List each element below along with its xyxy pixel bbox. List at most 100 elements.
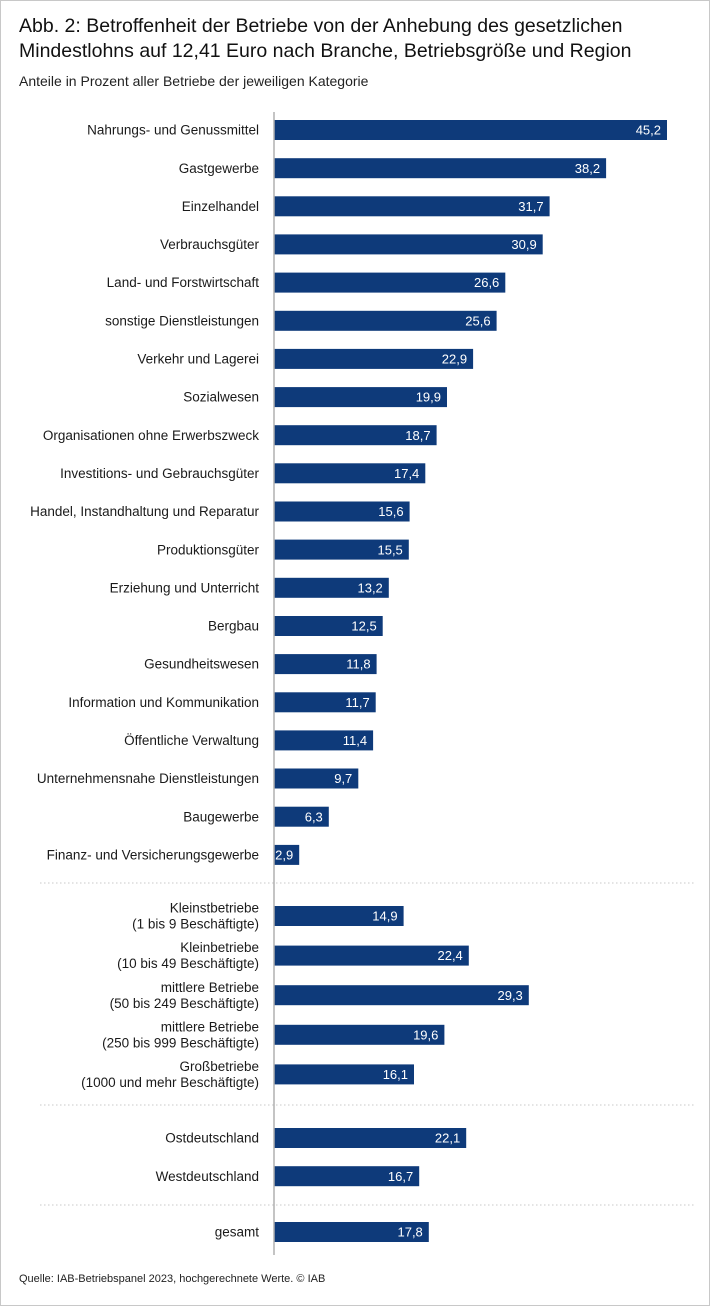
category-label-line: Unternehmensnahe Dienstleistungen bbox=[37, 771, 259, 786]
value-label-row-23: 29,3 bbox=[497, 988, 522, 1003]
category-label-row-8: Sozialwesen bbox=[183, 390, 259, 405]
category-label-row-9: Organisationen ohne Erwerbszweck bbox=[43, 428, 259, 443]
bar-row-2 bbox=[274, 158, 607, 179]
category-label-line: Gesundheitswesen bbox=[144, 657, 259, 672]
bar-row-5 bbox=[274, 272, 506, 293]
bar-row-15 bbox=[274, 654, 377, 675]
bar-row-20 bbox=[274, 844, 300, 865]
value-label-row-3: 31,7 bbox=[518, 199, 543, 214]
category-label-line: (1000 und mehr Beschäftigte) bbox=[81, 1075, 259, 1090]
category-label-line: (50 bis 249 Beschäftigte) bbox=[110, 996, 259, 1011]
category-label-row-11: Handel, Instandhaltung und Reparatur bbox=[30, 504, 259, 519]
bar-row-9 bbox=[274, 425, 437, 446]
bar-row-3 bbox=[274, 196, 550, 217]
bar-row-21 bbox=[274, 906, 404, 926]
bar-row-18 bbox=[274, 768, 359, 789]
chart-title-line-2: Mindestlohns auf 12,41 Euro nach Branche… bbox=[19, 40, 632, 62]
category-label-line: (250 bis 999 Beschäftigte) bbox=[102, 1035, 259, 1050]
bar-row-25 bbox=[274, 1064, 414, 1085]
value-label-row-7: 22,9 bbox=[442, 352, 467, 367]
category-label-row-16: Information und Kommunikation bbox=[68, 695, 259, 710]
value-label-row-11: 15,6 bbox=[378, 504, 403, 519]
value-label-row-21: 14,9 bbox=[372, 909, 397, 924]
category-label-line: Produktionsgüter bbox=[157, 542, 260, 557]
category-label-line: Ostdeutschland bbox=[165, 1131, 259, 1146]
bar-row-8 bbox=[274, 387, 447, 408]
category-label-row-12: Produktionsgüter bbox=[157, 542, 260, 557]
category-label-line: Land- und Forstwirtschaft bbox=[107, 275, 260, 290]
bar-row-23 bbox=[274, 985, 529, 1006]
value-label-row-26: 22,1 bbox=[435, 1131, 460, 1146]
category-label-line: (10 bis 49 Beschäftigte) bbox=[117, 956, 259, 971]
bar-row-10 bbox=[274, 463, 426, 484]
category-label-line: Einzelhandel bbox=[182, 199, 259, 214]
category-label-row-22: Kleinbetriebe (10 bis 49 Beschäftigte) bbox=[117, 940, 259, 971]
category-label-line: Öffentliche Verwaltung bbox=[124, 733, 259, 748]
chart-title-line-1: Abb. 2: Betroffenheit der Betriebe von d… bbox=[19, 15, 623, 37]
value-label-row-27: 16,7 bbox=[388, 1169, 413, 1184]
category-label-line: Verbrauchsgüter bbox=[160, 237, 260, 252]
bar-row-26 bbox=[274, 1128, 467, 1148]
bar-row-6 bbox=[274, 310, 497, 331]
category-label-row-26: Ostdeutschland bbox=[165, 1131, 259, 1146]
value-label-row-20: 2,9 bbox=[275, 848, 293, 863]
value-label-row-22: 22,4 bbox=[437, 948, 462, 963]
value-label-row-25: 16,1 bbox=[383, 1067, 408, 1082]
bar-row-16 bbox=[274, 692, 376, 713]
value-label-row-2: 38,2 bbox=[575, 161, 600, 176]
category-label-line: Handel, Instandhaltung und Reparatur bbox=[30, 504, 259, 519]
category-label-row-2: Gastgewerbe bbox=[179, 161, 259, 176]
category-label-row-1: Nahrungs- und Genussmittel bbox=[87, 123, 259, 138]
value-label-row-6: 25,6 bbox=[465, 313, 490, 328]
value-label-row-19: 6,3 bbox=[305, 809, 323, 824]
category-label-row-20: Finanz- und Versicherungsgewerbe bbox=[47, 848, 259, 863]
bar-row-24 bbox=[274, 1024, 445, 1045]
category-label-line: Finanz- und Versicherungsgewerbe bbox=[47, 848, 259, 863]
bar-row-11 bbox=[274, 501, 410, 522]
bar-row-14 bbox=[274, 616, 383, 636]
category-label-line: mittlere Betriebe bbox=[161, 980, 259, 995]
category-label-row-24: mittlere Betriebe (250 bis 999 Beschäftig… bbox=[102, 1019, 259, 1050]
category-label-row-21: Kleinstbetriebe (1 bis 9 Beschäftigte) bbox=[132, 901, 259, 932]
bar-row-13 bbox=[274, 577, 389, 598]
category-label-row-5: Land- und Forstwirtschaft bbox=[107, 275, 260, 290]
value-label-row-13: 13,2 bbox=[357, 580, 382, 595]
bar-row-1 bbox=[274, 120, 667, 140]
value-label-row-10: 17,4 bbox=[394, 466, 419, 481]
category-label-row-28: gesamt bbox=[215, 1225, 260, 1240]
category-label-line: Baugewerbe bbox=[183, 809, 259, 824]
category-label-row-27: Westdeutschland bbox=[156, 1169, 259, 1184]
value-label-row-17: 11,4 bbox=[343, 733, 367, 748]
value-label-row-9: 18,7 bbox=[405, 428, 430, 443]
value-label-row-8: 19,9 bbox=[416, 390, 441, 405]
value-label-row-1: 45,2 bbox=[636, 123, 661, 138]
category-label-line: Kleinstbetriebe bbox=[170, 901, 259, 916]
category-label-line: sonstige Dienstleistungen bbox=[105, 313, 259, 328]
value-label-row-24: 19,6 bbox=[413, 1027, 438, 1042]
value-label-row-16: 11,7 bbox=[345, 695, 369, 710]
bar-row-7 bbox=[274, 348, 474, 369]
category-label-line: Nahrungs- und Genussmittel bbox=[87, 123, 259, 138]
category-label-row-18: Unternehmensnahe Dienstleistungen bbox=[37, 771, 259, 786]
category-label-line: Verkehr und Lagerei bbox=[137, 352, 259, 367]
bar-row-12 bbox=[274, 539, 409, 560]
category-label-row-6: sonstige Dienstleistungen bbox=[105, 313, 259, 328]
category-label-row-19: Baugewerbe bbox=[183, 809, 259, 824]
category-label-row-25: Großbetriebe (1000 und mehr Beschäftigte) bbox=[81, 1059, 259, 1090]
category-label-row-13: Erziehung und Unterricht bbox=[110, 580, 260, 595]
chart-title: Abb. 2: Betroffenheit der Betriebe von d… bbox=[19, 14, 699, 64]
category-label-line: (1 bis 9 Beschäftigte) bbox=[132, 917, 259, 932]
value-label-row-15: 11,8 bbox=[346, 657, 370, 672]
bar-row-22 bbox=[274, 945, 469, 966]
category-label-line: Kleinbetriebe bbox=[180, 940, 259, 955]
category-label-line: gesamt bbox=[215, 1225, 260, 1240]
category-label-line: Westdeutschland bbox=[156, 1169, 259, 1184]
value-label-row-4: 30,9 bbox=[511, 237, 536, 252]
category-label-line: Investitions- und Gebrauchsgüter bbox=[60, 466, 259, 481]
category-label-line: mittlere Betriebe bbox=[161, 1019, 259, 1034]
chart-subtitle: Anteile in Prozent aller Betriebe der je… bbox=[19, 73, 369, 89]
value-label-row-12: 15,5 bbox=[377, 542, 402, 557]
value-label-row-18: 9,7 bbox=[334, 771, 352, 786]
source-note: Quelle: IAB-Betriebspanel 2023, hochgere… bbox=[19, 1273, 326, 1285]
